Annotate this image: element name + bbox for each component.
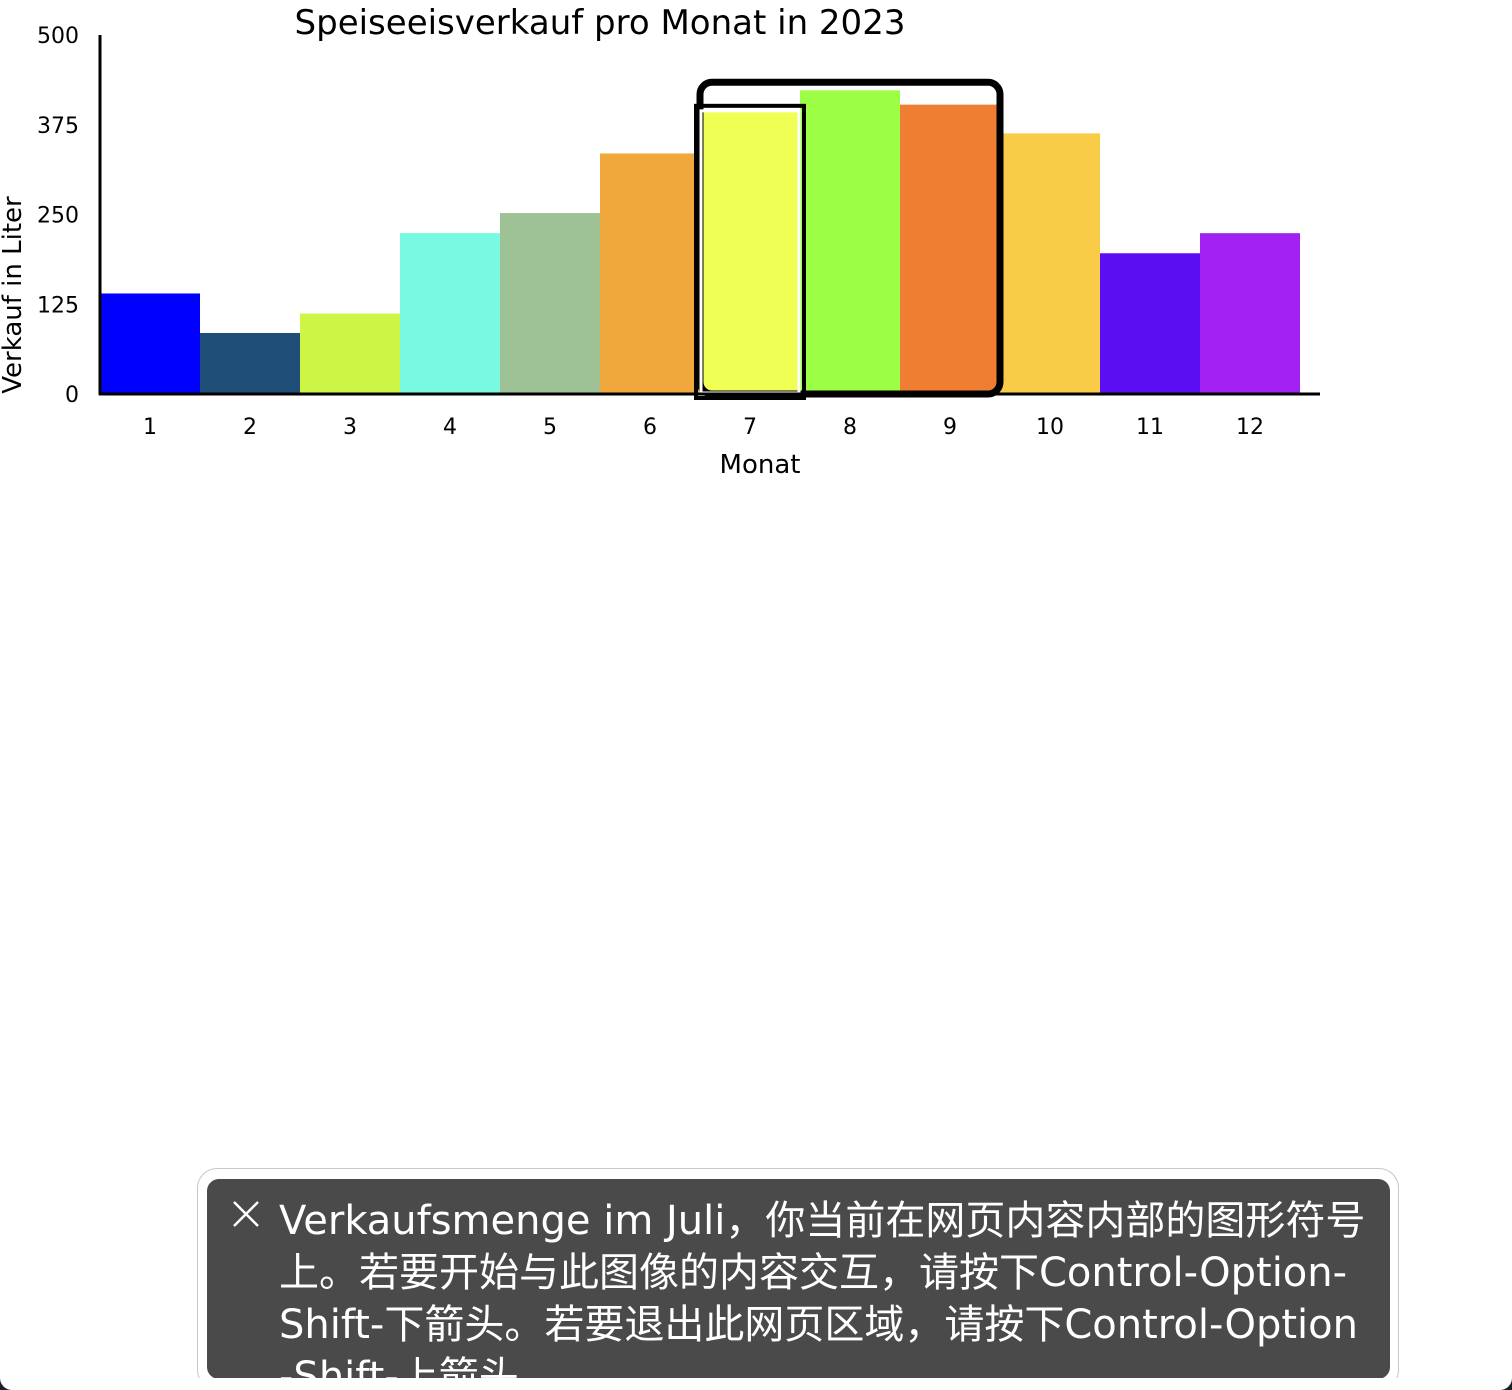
bar-month-4[interactable] bbox=[400, 233, 500, 394]
bar-month-8[interactable] bbox=[800, 90, 900, 394]
x-tick-label: 1 bbox=[143, 415, 157, 440]
x-tick-label: 4 bbox=[443, 415, 457, 440]
y-axis-label: Verkauf in Liter bbox=[0, 196, 28, 394]
bar-month-10[interactable] bbox=[1000, 133, 1100, 394]
bar-month-12[interactable] bbox=[1200, 233, 1300, 394]
x-tick-label: 3 bbox=[343, 415, 357, 440]
bar-month-7[interactable] bbox=[700, 111, 800, 395]
bar-month-5[interactable] bbox=[500, 213, 600, 394]
voiceover-caption-panel: Verkaufsmenge im Juli，你当前在网页内容内部的图形符号上。若… bbox=[197, 1168, 1399, 1390]
bar-month-1[interactable] bbox=[100, 293, 200, 394]
y-axis-ticks: 0 125 250 375 500 bbox=[37, 24, 79, 408]
x-tick-label: 8 bbox=[843, 415, 857, 440]
bar-month-11[interactable] bbox=[1100, 253, 1200, 394]
x-tick-label: 10 bbox=[1036, 415, 1064, 440]
voiceover-focus-ring-outer bbox=[694, 103, 806, 401]
window-bottom-edge bbox=[0, 1378, 1512, 1390]
bar-month-9[interactable] bbox=[900, 104, 1000, 394]
bar-month-3[interactable] bbox=[300, 313, 400, 394]
x-axis-label: Monat bbox=[720, 450, 801, 480]
x-tick-label: 2 bbox=[243, 415, 257, 440]
y-tick-label: 375 bbox=[37, 114, 79, 139]
voiceover-caption-box: Verkaufsmenge im Juli，你当前在网页内容内部的图形符号上。若… bbox=[207, 1179, 1390, 1379]
x-tick-label: 9 bbox=[943, 415, 957, 440]
bar-month-2[interactable] bbox=[200, 332, 300, 394]
y-tick-label: 250 bbox=[37, 204, 79, 229]
y-tick-label: 125 bbox=[37, 293, 79, 318]
bars bbox=[100, 90, 1300, 395]
y-tick-label: 500 bbox=[37, 24, 79, 49]
x-tick-label: 11 bbox=[1136, 415, 1164, 440]
bar-month-6[interactable] bbox=[600, 153, 700, 394]
chart-title: Speiseeisverkauf pro Monat in 2023 bbox=[295, 3, 906, 43]
x-tick-label: 6 bbox=[643, 415, 657, 440]
x-axis-ticks: 1 2 3 4 5 6 7 8 9 10 11 12 bbox=[143, 415, 1264, 440]
x-tick-label: 5 bbox=[543, 415, 557, 440]
y-tick-label: 0 bbox=[65, 383, 79, 408]
bar-chart: Speiseeisverkauf pro Monat in 2023 01252… bbox=[0, 3, 1320, 480]
x-tick-label: 12 bbox=[1236, 415, 1264, 440]
close-icon[interactable] bbox=[229, 1197, 263, 1231]
voiceover-caption-text: Verkaufsmenge im Juli，你当前在网页内容内部的图形符号上。若… bbox=[279, 1198, 1366, 1379]
x-tick-label: 7 bbox=[743, 415, 757, 440]
